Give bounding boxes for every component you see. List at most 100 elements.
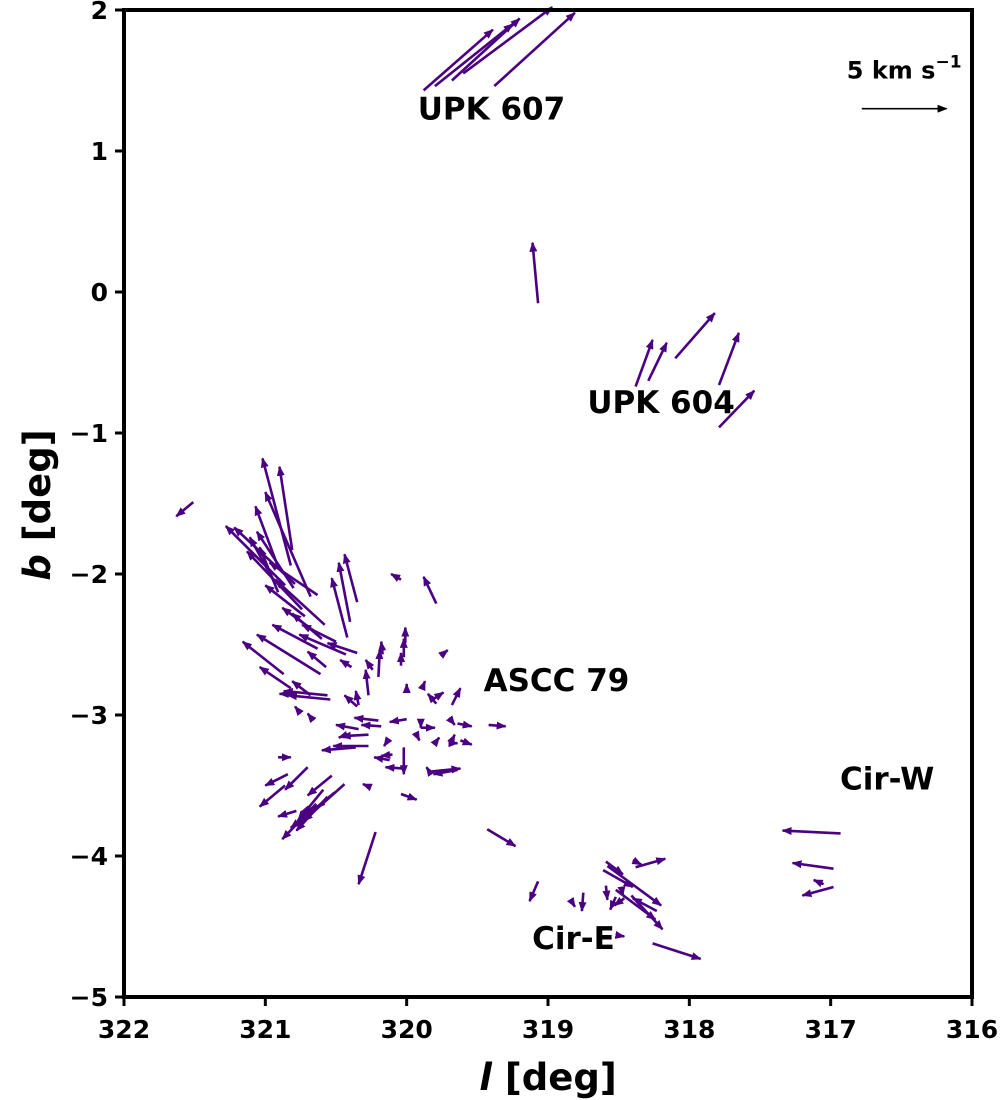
velocity-arrow [718, 389, 756, 429]
region-label: Cir-W [840, 761, 934, 797]
velocity-arrow [426, 693, 438, 705]
velocity-arrow [286, 692, 331, 701]
velocity-arrow [383, 736, 393, 747]
velocity-arrow [306, 712, 317, 724]
velocity-arrow [361, 782, 373, 792]
velocity-arrow [336, 561, 352, 623]
velocity-arrow [400, 792, 418, 801]
y-tick-label: 0 [91, 278, 108, 307]
velocity-arrow [430, 736, 441, 748]
x-tick-label: 318 [663, 1015, 715, 1044]
scale-arrow-label-exponent: −1 [935, 53, 961, 73]
velocity-arrow [330, 577, 349, 638]
velocity-arrow [326, 641, 358, 655]
y-tick-label: −3 [70, 701, 108, 730]
velocity-arrow [432, 768, 458, 777]
velocity-arrow [362, 668, 371, 696]
velocity-arrow [276, 465, 294, 551]
velocity-arrow [647, 341, 668, 382]
region-labels: UPK 607 UPK 604 ASCC 79 Cir-W Cir-E [418, 92, 935, 957]
velocity-arrow [812, 878, 825, 888]
y-axis-unit: [deg] [16, 429, 59, 541]
velocity-arrow [380, 750, 393, 759]
velocity-arrow [613, 896, 626, 907]
y-tick-label: −1 [70, 419, 108, 448]
velocity-arrow [447, 733, 456, 745]
velocity-arrow [438, 649, 449, 659]
scale-arrow-group: 5 km s−1 [847, 53, 962, 113]
velocity-arrow [284, 766, 309, 791]
velocity-arrow [445, 715, 456, 726]
velocity-arrow [801, 885, 834, 897]
y-tick-label: −2 [70, 560, 108, 589]
x-tick-label: 320 [381, 1015, 433, 1044]
velocity-arrow [271, 623, 319, 650]
velocity-arrow [609, 896, 618, 911]
velocity-arrow [493, 11, 576, 88]
x-tick-label: 319 [522, 1015, 574, 1044]
velocity-arrow [258, 784, 286, 808]
velocity-arrow [566, 897, 577, 908]
velocity-arrow [578, 892, 587, 912]
velocity-arrow [614, 930, 626, 939]
velocity-arrow [602, 885, 611, 901]
velocity-arrow [631, 856, 643, 866]
velocity-arrow [528, 880, 540, 903]
velocity-arrow [674, 312, 716, 360]
velocity-arrow [781, 827, 841, 836]
velocity-arrow [295, 795, 329, 832]
x-axis-unit: [deg] [505, 1056, 617, 1099]
velocity-arrow [791, 860, 834, 870]
velocity-arrow [274, 578, 326, 626]
y-axis-title: b [deg] [16, 429, 59, 580]
velocity-arrow [388, 716, 407, 725]
velocity-arrow [605, 860, 624, 876]
velocity-arrow [457, 720, 473, 729]
velocity-arrow [277, 809, 297, 818]
plot-frame [122, 8, 974, 999]
velocity-arrow [411, 730, 421, 742]
y-tick-label: 1 [91, 137, 108, 166]
y-tick-label: −4 [70, 842, 108, 871]
scale-arrow-label: 5 km s−1 [847, 53, 962, 85]
x-axis-variable: l [479, 1056, 493, 1099]
velocity-arrow [282, 687, 328, 697]
velocity-arrow [291, 680, 312, 697]
y-tick-label: −5 [70, 983, 108, 1012]
velocity-arrow [606, 864, 662, 907]
velocity-arrow [652, 942, 702, 961]
y-tick-label: 2 [91, 0, 108, 25]
velocity-arrow [264, 773, 289, 787]
velocity-arrow [634, 338, 654, 387]
x-tick-label: 322 [98, 1015, 150, 1044]
velocity-arrow [296, 788, 325, 822]
velocity-arrow [635, 857, 667, 869]
velocity-arrow [233, 526, 296, 585]
velocity-arrow [337, 730, 349, 739]
velocity-arrow [360, 721, 382, 730]
velocity-arrow [241, 640, 285, 676]
velocity-arrow [602, 868, 634, 889]
scale-arrow-label-base: 5 km s [847, 57, 936, 85]
velocity-arrow [268, 561, 319, 597]
velocity-arrow [301, 623, 337, 643]
velocity-arrow [175, 501, 195, 518]
velocity-arrow [298, 633, 347, 656]
region-label: Cir-E [532, 921, 615, 957]
velocity-arrow [342, 553, 359, 603]
velocity-arrow [281, 802, 318, 841]
x-tick-label: 321 [239, 1015, 291, 1044]
velocity-arrow [384, 763, 404, 772]
velocity-arrow [335, 722, 359, 731]
x-tick-label: 316 [946, 1015, 998, 1044]
axis-ticks: 322 321 320 319 318 317 316 2 1 0 −1 −2 −3 −4 −5 [70, 0, 998, 1044]
velocity-arrow [256, 633, 322, 676]
velocity-arrow [378, 640, 387, 655]
x-axis-title: l [deg] [479, 1056, 616, 1099]
velocity-arrow [306, 774, 333, 797]
velocity-arrow [258, 666, 292, 690]
velocity-arrow [343, 694, 359, 708]
velocity-arrow [717, 331, 741, 386]
velocity-arrow [417, 680, 427, 692]
velocity-arrow [264, 491, 312, 598]
